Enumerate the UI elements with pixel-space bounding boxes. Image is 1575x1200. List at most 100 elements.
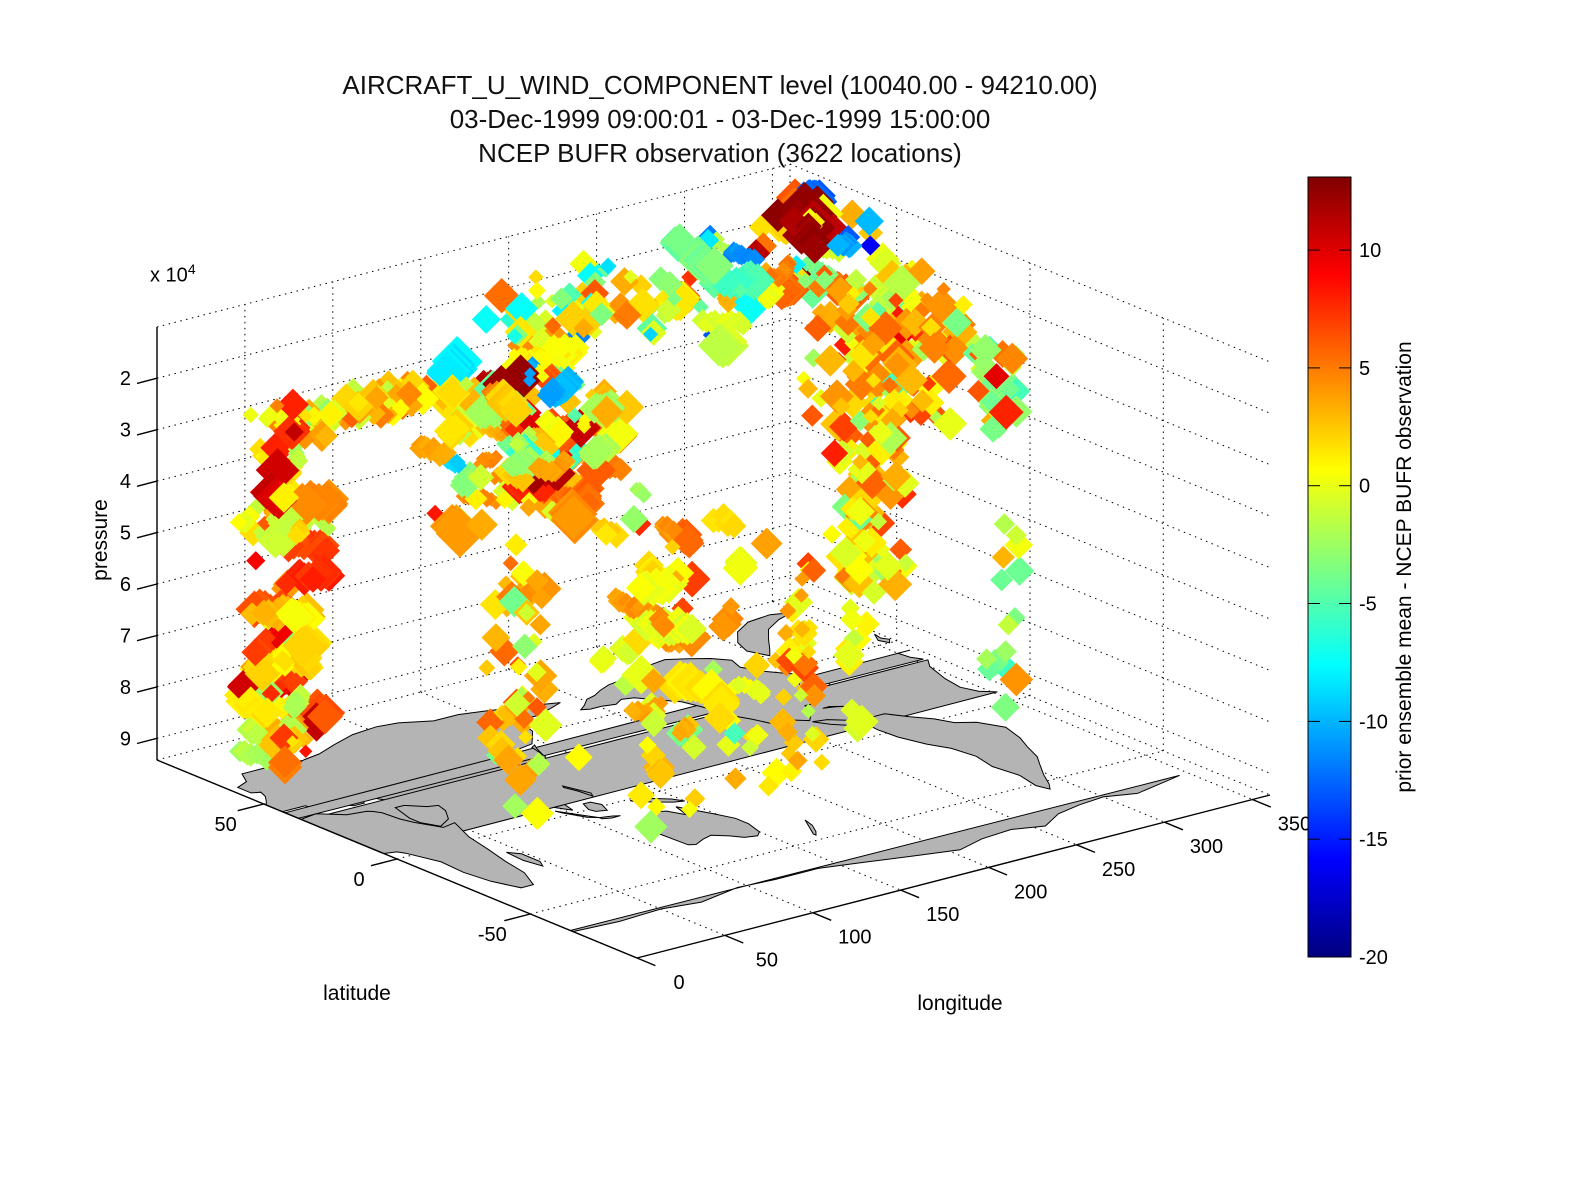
scatter-marker bbox=[532, 309, 558, 335]
scatter-marker bbox=[779, 206, 810, 237]
scatter-marker bbox=[801, 703, 816, 719]
scatter-marker bbox=[887, 446, 910, 469]
z-tick-label: 8 bbox=[120, 677, 131, 699]
scatter-marker bbox=[799, 232, 831, 264]
scatter-marker bbox=[1001, 380, 1020, 399]
scatter-marker bbox=[844, 335, 860, 351]
scatter-marker bbox=[626, 572, 656, 603]
land-madagascar bbox=[506, 851, 544, 867]
scatter-marker bbox=[794, 587, 809, 603]
scatter-marker bbox=[846, 286, 861, 301]
scatter-marker bbox=[481, 623, 511, 652]
scatter-marker bbox=[721, 513, 747, 539]
scatter-marker bbox=[774, 688, 793, 706]
scatter-marker bbox=[826, 233, 850, 257]
scatter-marker bbox=[242, 406, 259, 424]
scatter-marker bbox=[755, 683, 772, 700]
scatter-marker bbox=[931, 358, 967, 394]
scatter-marker bbox=[737, 293, 767, 323]
scatter-marker bbox=[623, 269, 638, 284]
scatter-marker bbox=[267, 515, 283, 531]
colorbar: 10 5 0 -5 -10 -15 -20 bbox=[1307, 176, 1388, 969]
scatter-marker bbox=[865, 372, 882, 389]
scatter-marker bbox=[617, 637, 644, 665]
scatter-marker bbox=[757, 290, 776, 310]
scatter-marker bbox=[590, 395, 623, 428]
scatter-marker bbox=[268, 745, 302, 778]
scatter-marker bbox=[883, 264, 921, 303]
scatter-marker bbox=[579, 442, 607, 470]
scatter-marker bbox=[777, 721, 798, 743]
scatter-marker bbox=[282, 627, 320, 665]
scatter-marker bbox=[530, 587, 553, 610]
scatter-marker bbox=[996, 342, 1029, 375]
scatter-marker bbox=[594, 522, 618, 546]
colorbar-tick-label: -10 bbox=[1359, 711, 1388, 733]
scatter-marker bbox=[833, 639, 865, 671]
scatter-marker bbox=[275, 652, 295, 672]
scatter-marker bbox=[536, 381, 564, 409]
scatter-marker bbox=[767, 651, 784, 669]
scatter-marker bbox=[969, 333, 1002, 367]
z-tick-label: 9 bbox=[120, 728, 131, 750]
scatter-marker bbox=[794, 571, 810, 587]
scatter-marker bbox=[523, 367, 537, 380]
scatter-marker bbox=[840, 698, 864, 722]
scatter-marker bbox=[508, 436, 525, 453]
pressure-axis-label: pressure bbox=[89, 499, 112, 581]
scatter-marker bbox=[692, 299, 709, 316]
scatter-marker bbox=[576, 450, 616, 491]
scatter-marker bbox=[802, 684, 826, 708]
scatter-marker bbox=[723, 722, 746, 745]
scatter-marker bbox=[348, 392, 369, 413]
scatter-marker bbox=[514, 709, 535, 729]
scatter-marker bbox=[494, 428, 508, 443]
scatter-marker bbox=[599, 257, 617, 275]
scatter-marker bbox=[828, 411, 860, 442]
land-borneo bbox=[582, 801, 609, 812]
colorbar-label: prior ensemble mean - NCEP BUFR observat… bbox=[1393, 341, 1416, 793]
scatter-marker bbox=[406, 382, 439, 416]
scatter-marker bbox=[508, 348, 521, 361]
z-tick-label: 7 bbox=[120, 625, 131, 647]
lat-tick-label: 0 bbox=[353, 869, 364, 891]
scatter-marker bbox=[780, 760, 803, 783]
scatter-marker bbox=[836, 544, 856, 564]
scatter-marker bbox=[576, 417, 591, 431]
scatter-marker bbox=[703, 702, 736, 734]
scatter-marker bbox=[317, 401, 344, 428]
colorbar-tick-label: -20 bbox=[1359, 947, 1388, 969]
scatter-marker bbox=[793, 620, 811, 638]
scatter-marker bbox=[269, 398, 285, 414]
colorbar-tick-label: 10 bbox=[1359, 240, 1381, 262]
scatter-marker bbox=[433, 440, 457, 465]
scatter-marker bbox=[837, 293, 860, 315]
land-australia bbox=[653, 806, 761, 846]
scatter-marker bbox=[939, 334, 971, 366]
scatter-marker bbox=[229, 513, 248, 531]
scatter-marker bbox=[499, 393, 533, 428]
scatter-marker bbox=[282, 695, 306, 719]
scatter-marker bbox=[832, 397, 851, 416]
scatter-marker bbox=[502, 555, 519, 572]
scatter-marker bbox=[861, 331, 886, 357]
colorbar-gradient bbox=[1307, 176, 1352, 958]
scatter-marker bbox=[725, 550, 758, 584]
scatter-marker bbox=[488, 449, 504, 465]
scatter-marker bbox=[304, 406, 324, 427]
scatter-marker bbox=[551, 495, 596, 540]
scatter-marker bbox=[990, 568, 1014, 592]
scatter-marker bbox=[504, 763, 537, 796]
lon-tick-label: 200 bbox=[1014, 881, 1047, 903]
scatter-marker bbox=[535, 371, 556, 392]
scatter-marker bbox=[450, 457, 467, 474]
scatter-marker bbox=[750, 527, 783, 560]
scatter-marker bbox=[621, 654, 661, 695]
z-tick-label: 6 bbox=[120, 574, 131, 596]
scatter-marker bbox=[842, 359, 865, 383]
scatter-marker bbox=[695, 246, 734, 286]
scatter-marker bbox=[638, 736, 657, 754]
land-greenland bbox=[737, 612, 792, 657]
scatter-marker bbox=[902, 402, 920, 420]
